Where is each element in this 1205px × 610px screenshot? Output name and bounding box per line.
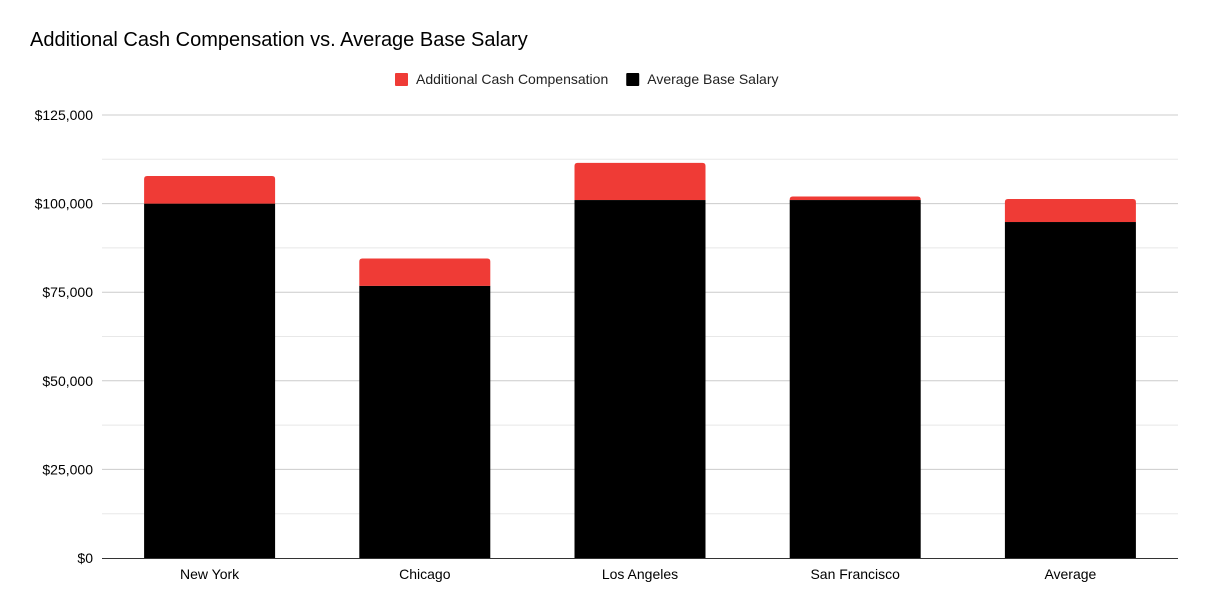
legend-swatch — [395, 73, 408, 86]
bar-segment[interactable] — [1004, 222, 1136, 558]
bar-segment[interactable] — [574, 162, 706, 201]
y-tick-label: $100,000 — [35, 196, 94, 212]
bar-segment[interactable] — [574, 200, 706, 558]
x-tick-label: Los Angeles — [602, 566, 678, 582]
y-tick-label: $0 — [77, 550, 93, 566]
legend-label[interactable]: Additional Cash Compensation — [416, 71, 608, 87]
x-tick-label: Average — [1044, 566, 1096, 582]
y-tick-label: $125,000 — [35, 107, 94, 123]
legend-label[interactable]: Average Base Salary — [647, 71, 778, 87]
x-tick-label: San Francisco — [810, 566, 900, 582]
x-tick-label: Chicago — [399, 566, 451, 582]
x-tick-label: New York — [180, 566, 240, 582]
bar-segment[interactable] — [144, 175, 276, 204]
y-tick-label: $25,000 — [42, 461, 93, 477]
legend-swatch — [626, 73, 640, 86]
y-tick-label: $75,000 — [42, 284, 93, 300]
legend: Additional Cash Compensation Average Base… — [395, 71, 779, 87]
bar-segment[interactable] — [789, 196, 921, 201]
bar-segment[interactable] — [144, 203, 276, 558]
bar-segment[interactable] — [1004, 198, 1136, 223]
axis-layer: $0 $25,000 $50,000 $75,000 $100,000 $125,000 N… — [35, 107, 1178, 582]
y-tick-label: $50,000 — [42, 373, 93, 389]
chart-title: Additional Cash Compensation vs. Average… — [30, 29, 528, 51]
bar-segment[interactable] — [359, 285, 491, 558]
bars-layer — [144, 162, 1136, 558]
bar-segment[interactable] — [789, 200, 921, 558]
bar-segment[interactable] — [359, 258, 491, 286]
